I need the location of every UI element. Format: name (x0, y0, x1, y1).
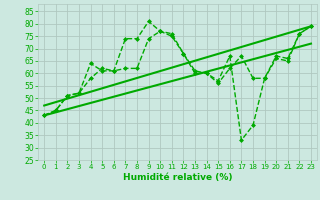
X-axis label: Humidité relative (%): Humidité relative (%) (123, 173, 232, 182)
